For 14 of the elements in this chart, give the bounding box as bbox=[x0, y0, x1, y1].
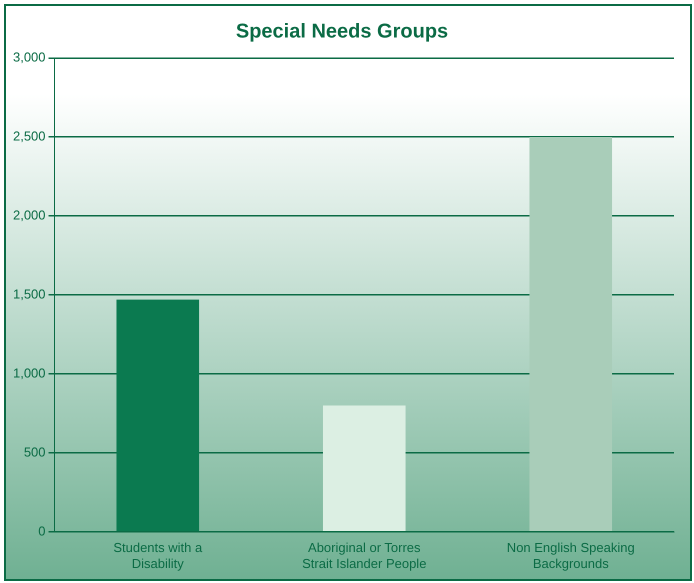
bar bbox=[116, 300, 200, 532]
y-tick-label: 1,000 bbox=[12, 365, 46, 380]
x-tick-label: Students with a Disability bbox=[113, 540, 203, 571]
x-tick-label: Aboriginal or Torres Strait Islander People bbox=[302, 540, 426, 571]
chart-title: Special Needs Groups bbox=[236, 20, 448, 43]
x-tick-label: Non English Speaking Backgrounds bbox=[506, 540, 635, 571]
y-tick-label: 2,000 bbox=[12, 208, 46, 223]
y-tick-label: 3,000 bbox=[12, 50, 46, 65]
y-tick-label: 500 bbox=[24, 444, 46, 460]
y-tick-label: 0 bbox=[38, 523, 46, 538]
bar bbox=[529, 136, 612, 532]
y-tick-label: 1,500 bbox=[12, 286, 46, 302]
bar bbox=[322, 405, 406, 532]
y-tick-label: 2,500 bbox=[12, 128, 46, 144]
